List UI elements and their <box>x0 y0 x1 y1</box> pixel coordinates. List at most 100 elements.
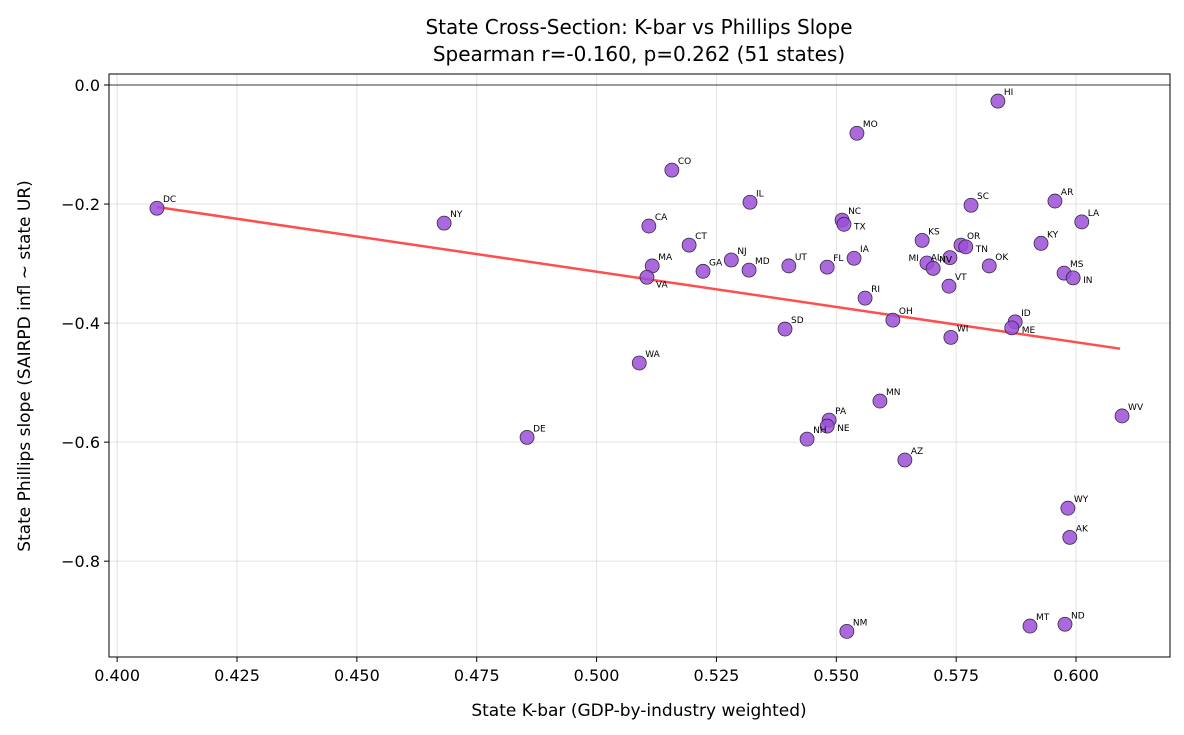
fit-line <box>156 205 1121 350</box>
point-mt <box>1022 618 1038 634</box>
point-ny <box>436 215 452 231</box>
point-md <box>741 262 757 278</box>
point-hi <box>990 93 1006 109</box>
point-label: PA <box>835 407 847 417</box>
point-la <box>1074 214 1090 230</box>
point-label: MA <box>658 253 673 263</box>
point-label: SD <box>791 316 804 326</box>
point-fl <box>819 259 835 275</box>
point-label: IA <box>860 245 870 255</box>
point-nj <box>723 252 739 268</box>
point-label: UT <box>795 253 808 263</box>
y-tick-label: −0.4 <box>61 314 100 333</box>
point-ri <box>857 290 873 306</box>
point-label: HI <box>1004 88 1013 98</box>
point-label: CA <box>655 213 668 223</box>
point-label: TN <box>975 245 988 255</box>
point-az <box>897 452 913 468</box>
ticks: 0.400 0.425 0.450 0.475 0.500 0.525 0.550 0.575… <box>61 76 1099 685</box>
point-label: MI <box>909 254 919 264</box>
point-ar <box>1047 193 1063 209</box>
point-wv <box>1114 408 1130 424</box>
point-label: GA <box>709 258 723 268</box>
x-axis-label: State K-bar (GDP-by-industry weighted) <box>471 701 806 721</box>
point-vt <box>941 278 957 294</box>
point-ut <box>781 258 797 274</box>
points <box>149 93 1130 639</box>
point-label: LA <box>1088 209 1100 219</box>
point-dc <box>149 200 165 216</box>
chart-title: State Cross-Section: K-bar vs Phillips S… <box>425 15 852 39</box>
x-tick-label: 0.425 <box>214 666 260 685</box>
point-label: CO <box>678 157 691 167</box>
point-labels: DC NY CO CA MA VA WA DE CT GA NJ MD IL UT SD FL NC TX IA MO… <box>163 88 1144 628</box>
point-ne <box>819 418 835 434</box>
point-label: FL <box>833 254 843 264</box>
point-sc <box>963 197 979 213</box>
point-tx <box>836 216 852 232</box>
point-oh <box>885 312 901 328</box>
point-label: IN <box>1083 276 1092 286</box>
point-al <box>942 250 958 266</box>
point-va <box>639 269 655 285</box>
point-label: CT <box>695 232 707 242</box>
y-tick-label: −0.2 <box>61 195 100 214</box>
x-tick-label: 0.475 <box>454 666 500 685</box>
x-tick-label: 0.575 <box>933 666 979 685</box>
x-tick-label: 0.550 <box>813 666 859 685</box>
point-label: VT <box>955 273 967 283</box>
plot-frame <box>108 73 1171 658</box>
point-label: OK <box>995 253 1009 263</box>
point-me <box>1004 320 1020 336</box>
x-tick-label: 0.400 <box>94 666 140 685</box>
point-label: NV <box>939 255 953 265</box>
x-tick-label: 0.450 <box>334 666 380 685</box>
point-ct <box>681 237 697 253</box>
point-label: MS <box>1070 260 1084 270</box>
point-label: WA <box>645 350 660 360</box>
point-label: AR <box>1061 188 1073 198</box>
point-nm <box>839 624 855 639</box>
y-axis-label: State Phillips slope (SAIRPD infl ~ stat… <box>15 180 35 552</box>
point-de <box>519 429 535 445</box>
point-label: ND <box>1071 611 1085 621</box>
point-label: OR <box>967 232 980 242</box>
point-label: VA <box>656 280 669 290</box>
x-tick-label: 0.525 <box>694 666 740 685</box>
x-tick-label: 0.600 <box>1053 666 1099 685</box>
point-nh <box>799 431 815 447</box>
point-label: NM <box>853 618 868 628</box>
point-label: OH <box>899 307 913 317</box>
point-label: IL <box>756 189 764 199</box>
point-wy <box>1060 500 1076 516</box>
y-tick-label: −0.8 <box>61 552 100 571</box>
point-label: DC <box>163 195 176 205</box>
point-label: NH <box>813 426 827 436</box>
y-tick-label: 0.0 <box>75 76 100 95</box>
point-label: TX <box>853 222 866 232</box>
point-in <box>1065 270 1081 286</box>
point-wa <box>631 355 647 371</box>
point-label: AK <box>1076 524 1089 534</box>
point-il <box>742 194 758 210</box>
point-ca <box>641 218 657 234</box>
point-label: MT <box>1036 613 1050 623</box>
point-nv <box>925 260 941 276</box>
point-nd <box>1057 616 1073 632</box>
point-mo <box>849 125 865 141</box>
chart-subtitle: Spearman r=-0.160, p=0.262 (51 states) <box>433 42 845 66</box>
point-label: KS <box>928 227 940 237</box>
point-label: NC <box>848 207 861 217</box>
point-ga <box>695 263 711 279</box>
point-sd <box>777 321 793 337</box>
point-label: ME <box>1022 326 1036 336</box>
point-label: WY <box>1074 495 1089 505</box>
y-tick-label: −0.6 <box>61 433 100 452</box>
point-label: NJ <box>737 247 746 257</box>
point-label: SC <box>977 192 989 202</box>
point-label: NE <box>837 424 850 434</box>
point-label: RI <box>871 285 880 295</box>
point-label: MN <box>886 388 901 398</box>
point-label: DE <box>533 424 546 434</box>
point-ky <box>1033 235 1049 251</box>
